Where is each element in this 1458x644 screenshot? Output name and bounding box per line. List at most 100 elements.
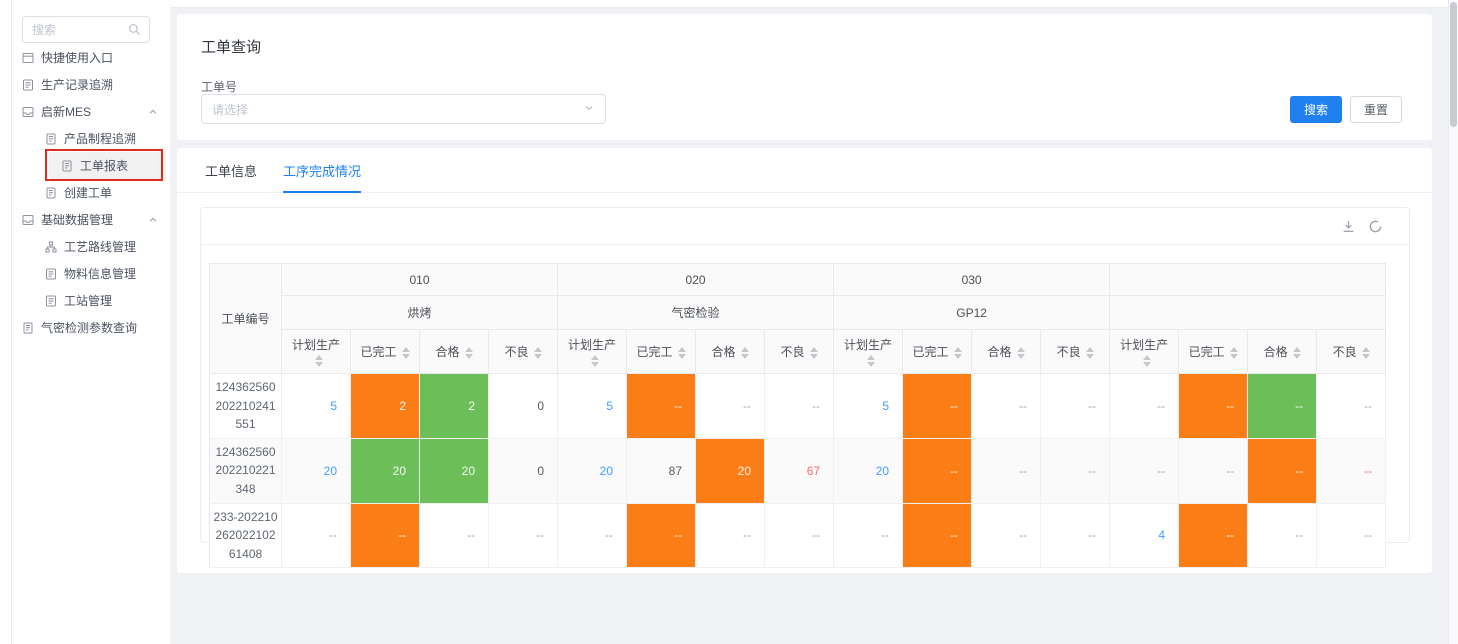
table-cell: -- <box>695 503 766 569</box>
sidebar-item-airtight-param-query[interactable]: 气密检测参数查询 <box>12 314 166 341</box>
sidebar-item-label: 启新MES <box>41 105 92 119</box>
sidebar-item-process-route-mgmt[interactable]: 工艺路线管理 <box>12 233 166 260</box>
column-header-sortable[interactable]: 不良 <box>1040 329 1111 374</box>
column-header-sortable[interactable]: 不良 <box>487 329 559 374</box>
sort-carets-icon[interactable] <box>314 354 323 367</box>
column-header-sortable[interactable]: 计划生产 <box>557 329 628 374</box>
caret-up-icon <box>148 215 158 225</box>
workorder-table: 工单编号 010 020 030 烘烤 气密检验 GP12 计划生产 已完工 合格 不良 计划生产 已完… <box>209 263 1387 569</box>
sidebar-item-production-record-trace[interactable]: 生产记录追溯 <box>12 71 166 98</box>
table-toolbar <box>201 208 1409 245</box>
workorder-select[interactable]: 请选择 <box>201 94 606 124</box>
table-cell: -- <box>1316 373 1387 439</box>
sort-carets-icon[interactable] <box>590 354 599 367</box>
sort-carets-icon[interactable] <box>866 354 875 367</box>
sidebar-item-create-workorder[interactable]: 创建工单 <box>12 179 166 206</box>
sidebar-item-quick-entry[interactable]: 快捷使用入口 <box>12 44 166 71</box>
tabs-bar: 工单信息 工序完成情况 <box>177 148 1432 193</box>
cell-link[interactable]: 4 <box>1109 503 1180 569</box>
search-button[interactable]: 搜索 <box>1289 96 1342 123</box>
column-header-label: 已完工 <box>360 345 397 359</box>
tray-icon <box>22 106 34 118</box>
scrollbar-thumb[interactable] <box>1450 2 1457 127</box>
column-header-sortable[interactable]: 合格 <box>695 329 766 374</box>
table-cell: -- <box>1178 438 1249 504</box>
search-icon <box>128 23 149 36</box>
column-header-label: 计划生产 <box>291 338 340 352</box>
sort-carets-icon[interactable] <box>1229 346 1238 359</box>
sort-carets-icon[interactable] <box>740 346 749 359</box>
column-header-workorder-id: 工单编号 <box>209 263 282 374</box>
table-cell: -- <box>971 373 1042 439</box>
cell-link[interactable]: 20 <box>281 438 351 504</box>
table-cell: -- <box>1178 503 1249 569</box>
column-header-sortable[interactable]: 已完工 <box>1178 329 1249 374</box>
table-cell: -- <box>626 503 697 569</box>
table-cell: -- <box>695 373 766 439</box>
column-header-sortable[interactable]: 已完工 <box>350 329 420 374</box>
table-cell: 0 <box>488 438 559 504</box>
cell-link[interactable]: 5 <box>557 373 628 439</box>
sort-carets-icon[interactable] <box>809 346 818 359</box>
search-input[interactable] <box>23 22 128 37</box>
table-cell: -- <box>1247 438 1318 504</box>
sidebar-item-workstation-mgmt[interactable]: 工站管理 <box>12 287 166 314</box>
sidebar-item-basic-data-mgmt[interactable]: 基础数据管理 <box>12 206 166 233</box>
download-icon[interactable] <box>1341 219 1356 234</box>
column-header-sortable[interactable]: 不良 <box>1316 329 1387 374</box>
column-header-sortable[interactable]: 计划生产 <box>281 329 351 374</box>
cell-link[interactable]: 20 <box>833 438 904 504</box>
sort-carets-icon[interactable] <box>533 346 542 359</box>
process-group-code: 030 <box>833 263 1111 296</box>
table-cell: 87 <box>626 438 697 504</box>
sidebar-item-label: 气密检测参数查询 <box>41 321 138 335</box>
column-header-sortable[interactable]: 合格 <box>419 329 489 374</box>
tray-icon <box>22 214 34 226</box>
sort-carets-icon[interactable] <box>1361 346 1370 359</box>
table-cell: 2 <box>419 373 489 439</box>
column-header-sortable[interactable]: 计划生产 <box>833 329 904 374</box>
process-group-name: GP12 <box>833 295 1111 330</box>
column-header-sortable[interactable]: 合格 <box>1247 329 1318 374</box>
column-header-sortable[interactable]: 合格 <box>971 329 1042 374</box>
cell-link[interactable]: 20 <box>557 438 628 504</box>
cell-link[interactable]: 5 <box>281 373 351 439</box>
sort-carets-icon[interactable] <box>1016 346 1025 359</box>
sidebar-search[interactable] <box>22 16 150 43</box>
table-cell: -- <box>1109 438 1180 504</box>
sidebar-item-material-info-mgmt[interactable]: 物料信息管理 <box>12 260 166 287</box>
sidebar-item-label: 产品制程追溯 <box>64 132 137 146</box>
table-cell: -- <box>1178 373 1249 439</box>
table-cell: -- <box>1247 373 1318 439</box>
cell-link[interactable]: 5 <box>833 373 904 439</box>
list-icon <box>45 268 57 280</box>
workorder-id-cell: 124362560202210241551 <box>209 373 282 439</box>
sort-carets-icon[interactable] <box>953 346 962 359</box>
table-cell: 0 <box>488 373 559 439</box>
table-cell: -- <box>1040 373 1111 439</box>
column-header-sortable[interactable]: 已完工 <box>626 329 697 374</box>
column-header-sortable[interactable]: 已完工 <box>902 329 973 374</box>
column-header-sortable[interactable]: 计划生产 <box>1109 329 1180 374</box>
table-cell: -- <box>350 503 420 569</box>
sort-carets-icon[interactable] <box>401 346 410 359</box>
sort-carets-icon[interactable] <box>1085 346 1094 359</box>
tab-process-completion[interactable]: 工序完成情况 <box>283 148 362 193</box>
main-content: 工单查询 工单号 请选择 搜索 重置 工单信息 工序完成情况 工单编号 010 020… <box>170 0 1458 644</box>
result-card: 工单信息 工序完成情况 工单编号 010 020 030 烘烤 气密检验 GP12 计划生产 已完… <box>177 148 1432 573</box>
refresh-icon[interactable] <box>1368 219 1383 234</box>
sort-carets-icon[interactable] <box>464 346 473 359</box>
sidebar-item-qixin-mes[interactable]: 启新MES <box>12 98 166 125</box>
sort-carets-icon[interactable] <box>1142 354 1151 367</box>
sidebar-item-workorder-report[interactable]: 工单报表 <box>49 152 166 179</box>
column-header-sortable[interactable]: 不良 <box>764 329 835 374</box>
sort-carets-icon[interactable] <box>677 346 686 359</box>
tab-workorder-info[interactable]: 工单信息 <box>205 163 258 179</box>
scrollbar[interactable] <box>1448 0 1458 644</box>
reset-button[interactable]: 重置 <box>1349 96 1402 123</box>
sidebar-item-product-process-trace[interactable]: 产品制程追溯 <box>12 125 166 152</box>
sort-carets-icon[interactable] <box>1292 346 1301 359</box>
column-header-label: 不良 <box>780 345 805 359</box>
table-cell: 20 <box>350 438 420 504</box>
table-cell: -- <box>1040 503 1111 569</box>
